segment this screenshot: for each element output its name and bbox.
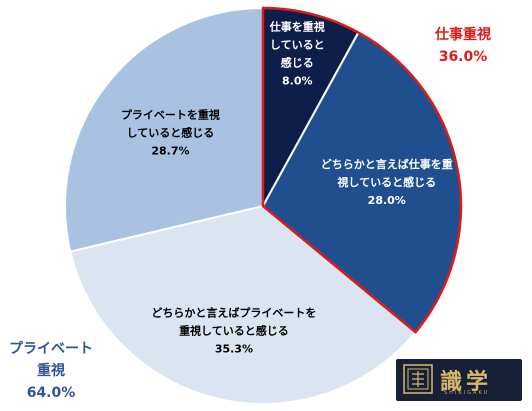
logo-subtext: SHIKIGAKU	[444, 390, 490, 396]
slice-label-2-line-1: 重視していると感じる	[179, 323, 289, 337]
slice-label-1-line-1: 視していると感じる	[336, 175, 436, 189]
slice-label-2-line-2: 35.3%	[215, 342, 253, 355]
group-work-title: 仕事重視	[435, 27, 491, 43]
slice-label-3-line-2: 28.7%	[151, 145, 189, 158]
slice-label-2: どちらかと言えばプライベートを重視していると感じる 35.3%	[151, 305, 316, 355]
slice-label-0-line-0: 仕事を重視	[269, 20, 325, 34]
slice-label-0-line-1: していると	[270, 39, 325, 52]
pie-slice-3	[64, 6, 264, 253]
group-label-private: プライベート 重視 64.0%	[2, 338, 100, 404]
highlight-outline	[261, 6, 463, 334]
slice-label-2-line-0: どちらかと言えばプライベートを	[151, 305, 316, 319]
group-private-percent: 64.0%	[26, 385, 76, 401]
slice-label-0-line-2: 感じる	[281, 56, 314, 70]
group-private-title-line2: 重視	[37, 363, 65, 379]
group-label-work: 仕事重視 36.0%	[415, 24, 511, 68]
slice-label-3: プライベートを重視していると感じる 28.7%	[121, 108, 220, 158]
slice-label-1: どちらかと言えば仕事を重視していると感じる 28.0%	[321, 157, 453, 207]
slice-label-3-line-1: していると感じる	[127, 126, 215, 140]
slice-label-0: 仕事を重視していると感じる 8.0%	[269, 20, 325, 88]
slice-label-3-line-0: プライベートを重視	[121, 108, 220, 122]
slice-label-0-line-3: 8.0%	[282, 75, 313, 88]
group-work-percent: 36.0%	[438, 49, 488, 65]
pie-slice-2	[69, 204, 417, 405]
logo-seal-icon	[403, 364, 433, 394]
group-private-title-line1: プライベート	[9, 341, 93, 357]
shikigaku-logo: 識学 SHIKIGAKU	[396, 359, 522, 401]
logo-text: 識学	[440, 369, 493, 395]
slice-label-1-line-2: 28.0%	[368, 194, 406, 207]
slice-label-1-line-0: どちらかと言えば仕事を重	[321, 157, 453, 171]
